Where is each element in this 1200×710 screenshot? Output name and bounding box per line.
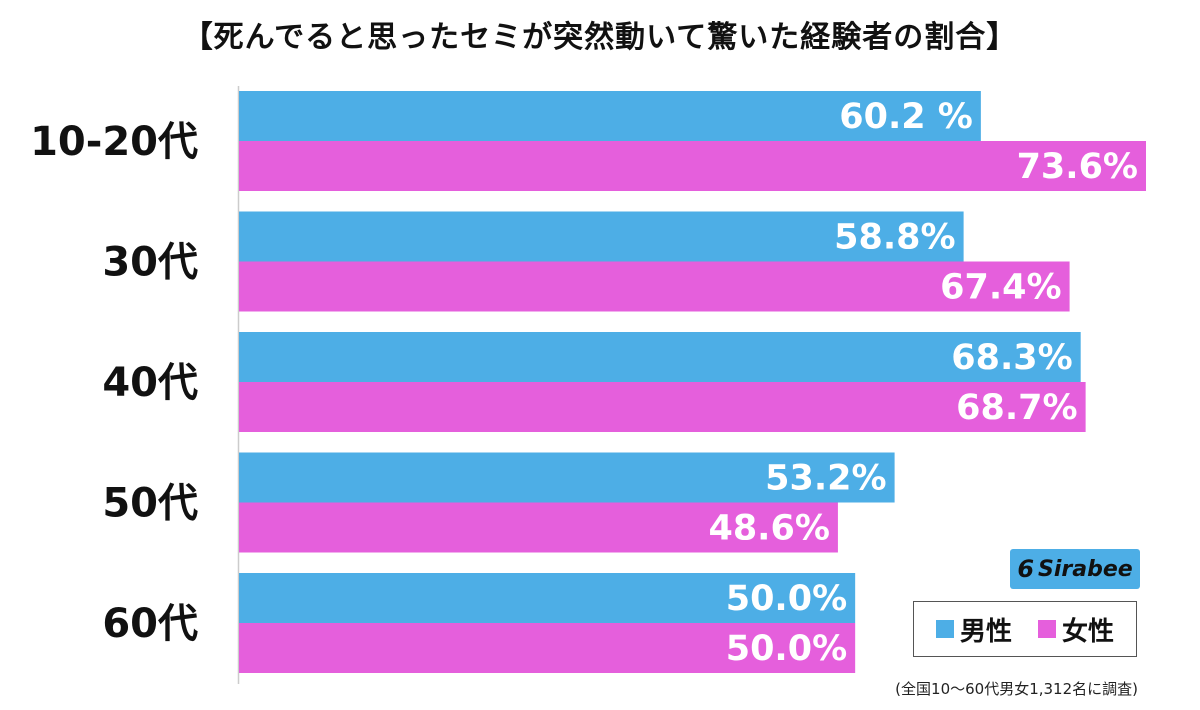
value-label-female: 68.7% <box>956 388 1077 428</box>
legend: 男性 女性 <box>913 601 1137 657</box>
bars-group <box>239 91 1146 673</box>
bar-female <box>239 623 856 673</box>
value-label-female: 50.0% <box>726 629 847 669</box>
value-label-male: 50.0% <box>726 579 847 619</box>
bar-male <box>239 91 981 141</box>
bar-female <box>239 141 1146 191</box>
value-label-male: 68.3% <box>951 338 1072 378</box>
category-label: 30代 <box>102 240 198 286</box>
bar-male <box>239 573 856 623</box>
logo-text: Sirabee <box>1038 556 1133 582</box>
value-labels: 60.2 % 73.6% 58.8% 67.4% 68.3% 68.7% 53.2% 48.6… <box>708 97 1138 669</box>
legend-item-female: 女性 <box>1038 611 1114 648</box>
bar-female <box>239 382 1086 432</box>
category-label: 50代 <box>102 481 198 527</box>
legend-item-male: 男性 <box>935 611 1012 648</box>
category-label: 10-20代 <box>30 119 198 165</box>
legend-label-female: 女性 <box>1062 616 1115 647</box>
value-label-female: 67.4% <box>940 268 1061 308</box>
value-label-male: 58.8% <box>834 218 955 258</box>
bar-female <box>239 502 838 553</box>
footnote: (全国10〜60代男女1,312名に調査) <box>895 680 1138 698</box>
legend-swatch-female <box>1038 620 1056 638</box>
bar-male <box>239 332 1081 382</box>
category-label: 60代 <box>102 601 198 647</box>
sirabee-logo: 6 Sirabee <box>1010 549 1140 589</box>
value-label-male: 60.2 % <box>839 97 973 137</box>
bar-female <box>239 261 1070 312</box>
value-label-male: 53.2% <box>765 459 886 499</box>
value-label-female: 73.6% <box>1017 147 1138 187</box>
category-label: 40代 <box>102 360 198 406</box>
chart-title: 【死んでると思ったセミが突然動いて驚いた経験者の割合】 <box>182 20 1018 55</box>
legend-swatch-male <box>935 620 954 638</box>
category-labels: 10-20代 30代 40代 50代 60代 <box>30 119 198 647</box>
logo-mark-icon: 6 <box>1017 555 1035 583</box>
bar-male <box>239 211 964 262</box>
bar-male <box>239 452 895 503</box>
legend-label-male: 男性 <box>959 616 1012 647</box>
value-label-female: 48.6% <box>708 509 829 549</box>
